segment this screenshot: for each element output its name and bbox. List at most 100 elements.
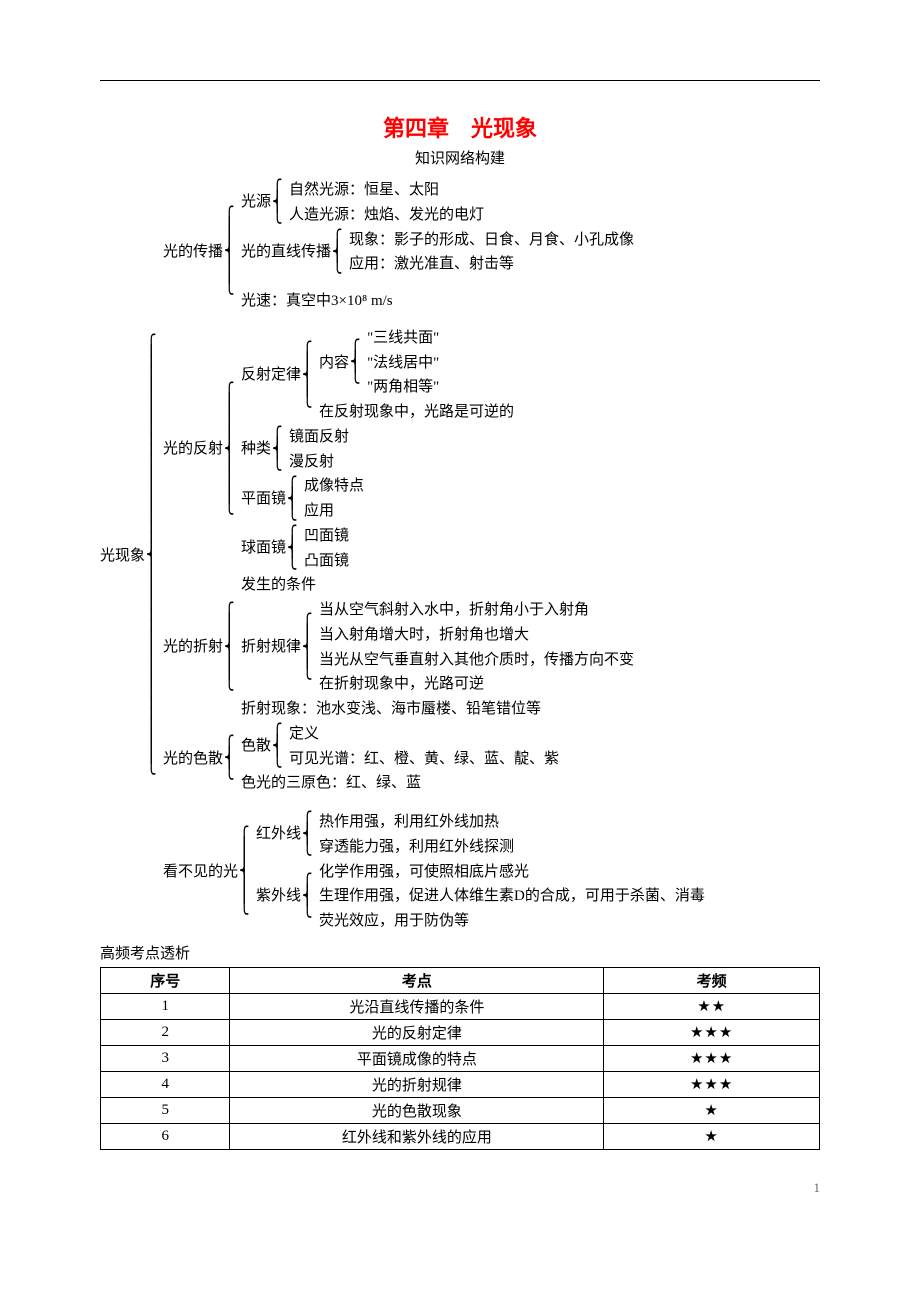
- col-freq: 考频: [604, 967, 820, 993]
- chapter-title: 第四章 光现象: [100, 111, 820, 143]
- brace-icon: ⎧⎪⎪⎪⎪⎪⎪⎪⎪⎪⎪⎪⎪⎪⎪⎪⎪⎪⎪⎨⎪⎪⎪⎪⎪⎪⎪⎪⎪⎪⎪⎪⎪⎪⎪⎪⎪⎪⎩: [146, 341, 157, 770]
- type-mirror: 镜面反射: [289, 425, 349, 450]
- infrared-i1: 热作用强，利用红外线加热: [319, 810, 514, 835]
- brace-icon: ⎧⎨⎩: [287, 532, 298, 565]
- law-c1: "三线共面": [367, 326, 439, 351]
- cell-freq: ★★: [604, 993, 820, 1019]
- straight-line-label: 光的直线传播: [241, 240, 331, 265]
- light-source-label: 光源: [241, 190, 271, 215]
- table-header-row: 序号 考点 考频: [101, 967, 820, 993]
- cell-num: 4: [101, 1071, 230, 1097]
- root-label: 光现象: [100, 544, 145, 569]
- law-reversible: 在反射现象中，光路是可逆的: [319, 400, 514, 425]
- frequency-table: 序号 考点 考频 1光沿直线传播的条件★★2光的反射定律★★★3平面镜成像的特点…: [100, 967, 820, 1150]
- plane-mirror-label: 平面镜: [241, 487, 286, 512]
- brace-icon: ⎧⎪⎨⎪⎩: [302, 348, 313, 403]
- reflection-types-label: 种类: [241, 437, 271, 462]
- top-rule: [100, 80, 820, 81]
- table-row: 2光的反射定律★★★: [101, 1019, 820, 1045]
- ultraviolet-label: 紫外线: [256, 884, 301, 909]
- page: 第四章 光现象 知识网络构建 光现象 ⎧⎪⎪⎪⎪⎪⎪⎪⎪⎪⎪⎪⎪⎪⎪⎪⎪⎪⎪⎨⎪…: [0, 0, 920, 1236]
- refraction-label: 光的折射: [163, 635, 223, 660]
- ultraviolet-u2: 生理作用强，促进人体维生素D的合成，可用于杀菌、消毒: [319, 884, 705, 909]
- reflection-law-label: 反射定律: [241, 363, 301, 388]
- refraction-r2: 当入射角增大时，折射角也增大: [319, 623, 634, 648]
- propagation-label: 光的传播: [163, 240, 223, 265]
- cell-topic: 光的折射规律: [230, 1071, 604, 1097]
- sphere-mirror-convex: 凸面镜: [304, 549, 349, 574]
- section-refraction: 光的折射 ⎧⎪⎪⎨⎪⎪⎩ 发生的条件 折射规律 ⎧⎪⎨⎪⎩ 当从空气斜射入水中，…: [163, 573, 705, 722]
- cell-freq: ★: [604, 1123, 820, 1149]
- table-row: 1光沿直线传播的条件★★: [101, 993, 820, 1019]
- straight-line-application: 应用：激光准直、射击等: [349, 252, 634, 277]
- cell-num: 5: [101, 1097, 230, 1123]
- law-c3: "两角相等": [367, 375, 439, 400]
- cell-topic: 光的色散现象: [230, 1097, 604, 1123]
- col-num: 序号: [101, 967, 230, 993]
- page-number: 1: [100, 1180, 820, 1196]
- brace-icon: ⎧⎨⎩: [272, 186, 283, 219]
- refraction-r1: 当从空气斜射入水中，折射角小于入射角: [319, 598, 634, 623]
- chapter-subtitle: 知识网络构建: [100, 147, 820, 168]
- type-diffuse: 漫反射: [289, 450, 349, 475]
- brace-icon: ⎧⎨⎩: [332, 236, 343, 269]
- cell-topic: 光沿直线传播的条件: [230, 993, 604, 1019]
- ultraviolet-u1: 化学作用强，可使照相底片感光: [319, 860, 705, 885]
- knowledge-tree: 光现象 ⎧⎪⎪⎪⎪⎪⎪⎪⎪⎪⎪⎪⎪⎪⎪⎪⎪⎪⎪⎨⎪⎪⎪⎪⎪⎪⎪⎪⎪⎪⎪⎪⎪⎪⎪⎪…: [100, 178, 820, 934]
- cell-topic: 平面镜成像的特点: [230, 1045, 604, 1071]
- section-propagation: 光的传播 ⎧⎪⎪⎨⎪⎪⎩ 光源 ⎧⎨⎩ 自然光源：恒星、太阳 人造光源：烛焰、发…: [163, 178, 705, 326]
- cell-freq: ★: [604, 1097, 820, 1123]
- table-row: 4光的折射规律★★★: [101, 1071, 820, 1097]
- table-row: 3平面镜成像的特点★★★: [101, 1045, 820, 1071]
- brace-icon: ⎧⎨⎩: [287, 483, 298, 516]
- frequency-heading: 高频考点透析: [100, 942, 820, 963]
- cell-num: 2: [101, 1019, 230, 1045]
- invisible-label: 看不见的光: [163, 860, 238, 885]
- table-row: 6红外线和紫外线的应用★: [101, 1123, 820, 1149]
- sphere-mirror-label: 球面镜: [241, 536, 286, 561]
- dispersion-label: 光的色散: [163, 747, 223, 772]
- refraction-phenomena: 折射现象：池水变浅、海市蜃楼、铅笔错位等: [241, 697, 634, 722]
- brace-icon: ⎧⎪⎨⎪⎩: [302, 620, 313, 675]
- infrared-i2: 穿透能力强，利用红外线探测: [319, 835, 514, 860]
- refraction-rules-label: 折射规律: [241, 635, 301, 660]
- cell-topic: 红外线和紫外线的应用: [230, 1123, 604, 1149]
- cell-topic: 光的反射定律: [230, 1019, 604, 1045]
- brace-icon: ⎧⎨⎩: [302, 880, 313, 913]
- ultraviolet-u3: 荧光效应，用于防伪等: [319, 909, 705, 934]
- plane-mirror-p1: 成像特点: [304, 474, 364, 499]
- natural-source: 自然光源：恒星、太阳: [289, 178, 484, 203]
- brace-icon: ⎧⎨⎩: [302, 818, 313, 851]
- dispersion-d2: 可见光谱：红、橙、黄、绿、蓝、靛、紫: [289, 747, 559, 772]
- brace-icon: ⎧⎪⎪⎨⎪⎪⎩: [224, 213, 235, 290]
- light-speed: 光速：真空中3×10⁸ m/s: [241, 289, 634, 314]
- cell-num: 1: [101, 993, 230, 1019]
- root-children: 光的传播 ⎧⎪⎪⎨⎪⎪⎩ 光源 ⎧⎨⎩ 自然光源：恒星、太阳 人造光源：烛焰、发…: [163, 178, 705, 934]
- cell-num: 6: [101, 1123, 230, 1149]
- col-topic: 考点: [230, 967, 604, 993]
- frequency-section: 高频考点透析 序号 考点 考频 1光沿直线传播的条件★★2光的反射定律★★★3平…: [100, 942, 820, 1150]
- table-row: 5光的色散现象★: [101, 1097, 820, 1123]
- brace-icon: ⎧⎨⎩: [272, 730, 283, 763]
- plane-mirror-p2: 应用: [304, 499, 364, 524]
- refraction-r3: 当光从空气垂直射入其他介质时，传播方向不变: [319, 648, 634, 673]
- law-c2: "法线居中": [367, 351, 439, 376]
- brace-icon: ⎧⎨⎩: [224, 742, 235, 775]
- artificial-source: 人造光源：烛焰、发光的电灯: [289, 203, 484, 228]
- infrared-label: 红外线: [256, 822, 301, 847]
- brace-icon: ⎧⎨⎩: [272, 433, 283, 466]
- cell-freq: ★★★: [604, 1045, 820, 1071]
- refraction-r4: 在折射现象中，光路可逆: [319, 672, 634, 697]
- sphere-mirror-concave: 凹面镜: [304, 524, 349, 549]
- refraction-condition: 发生的条件: [241, 573, 634, 598]
- dispersion-sub-label: 色散: [241, 734, 271, 759]
- section-reflection: 光的反射 ⎧⎪⎪⎪⎪⎨⎪⎪⎪⎪⎩ 反射定律 ⎧⎪⎨⎪⎩ 内容 ⎧⎨⎩: [163, 326, 705, 574]
- brace-icon: ⎧⎨⎩: [350, 346, 361, 379]
- brace-icon: ⎧⎪⎪⎪⎪⎨⎪⎪⎪⎪⎩: [224, 389, 235, 510]
- dispersion-d1: 定义: [289, 722, 559, 747]
- law-content-label: 内容: [319, 351, 349, 376]
- section-dispersion: 光的色散 ⎧⎨⎩ 色散 ⎧⎨⎩ 定义 可见光谱：红、橙、黄、绿、蓝、靛、紫 色光…: [163, 722, 705, 796]
- cell-num: 3: [101, 1045, 230, 1071]
- brace-icon: ⎧⎪⎪⎨⎪⎪⎩: [224, 609, 235, 686]
- primary-colors: 色光的三原色：红、绿、蓝: [241, 771, 559, 796]
